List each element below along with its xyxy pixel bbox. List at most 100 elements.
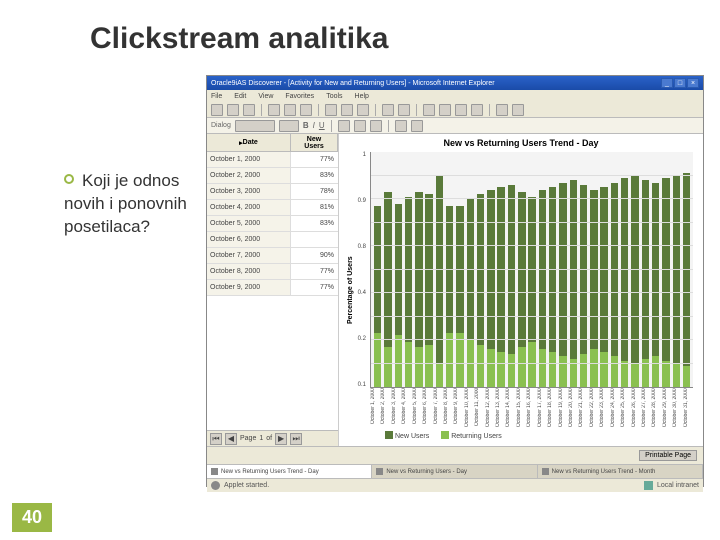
bar-returning — [446, 333, 453, 387]
pager-last[interactable]: ⏭ — [290, 433, 302, 445]
toolbar-icon[interactable] — [268, 104, 280, 116]
toolbar-icon[interactable] — [284, 104, 296, 116]
menu-tools[interactable]: Tools — [326, 93, 342, 100]
close-button[interactable]: × — [687, 78, 699, 88]
toolbar-icon[interactable] — [455, 104, 467, 116]
separator — [261, 104, 262, 116]
menu-view[interactable]: View — [258, 93, 273, 100]
bar-returning — [467, 340, 474, 387]
table-row[interactable]: October 3, 200078% — [207, 184, 338, 200]
tab-day[interactable]: New vs Returning Users - Day — [372, 465, 537, 478]
size-select[interactable] — [279, 120, 299, 132]
bar-returning — [374, 333, 381, 387]
toolbar-icon[interactable] — [398, 104, 410, 116]
bar-group — [383, 152, 392, 387]
x-label: October 14, 2000 — [505, 388, 515, 428]
separator — [375, 104, 376, 116]
underline-button[interactable]: U — [319, 121, 325, 130]
cell-value: 83% — [291, 216, 338, 231]
toolbar-icon[interactable] — [325, 104, 337, 116]
col-date[interactable]: ▸ Date — [207, 134, 291, 151]
bar-new — [673, 176, 680, 388]
cell-value: 77% — [291, 280, 338, 295]
table-row[interactable]: October 9, 200077% — [207, 280, 338, 296]
bar-group — [579, 152, 588, 387]
x-labels: October 1, 2000October 2, 2000October 3,… — [370, 388, 693, 428]
toolbar-icon[interactable] — [357, 104, 369, 116]
toolbar2-label: Dialog — [211, 122, 231, 129]
bar-group — [651, 152, 660, 387]
bar-returning — [673, 364, 680, 388]
toolbar-icon[interactable] — [211, 104, 223, 116]
chart-icon — [211, 468, 218, 475]
toolbar-icon[interactable] — [439, 104, 451, 116]
bar-returning — [580, 354, 587, 387]
menu-help[interactable]: Help — [355, 93, 369, 100]
pager-prev[interactable]: ◀ — [225, 433, 237, 445]
toolbar-icon[interactable] — [243, 104, 255, 116]
pager-page: 1 — [259, 435, 263, 442]
tab-trend-day[interactable]: New vs Returning Users Trend - Day — [207, 465, 372, 478]
maximize-button[interactable]: □ — [674, 78, 686, 88]
x-label: October 1, 2000 — [370, 388, 380, 428]
font-select[interactable] — [235, 120, 275, 132]
menu-favorites[interactable]: Favorites — [285, 93, 314, 100]
table-row[interactable]: October 2, 200083% — [207, 168, 338, 184]
bullet-label: Koji je odnos novih i ponovnih posetilac… — [64, 171, 187, 236]
bold-button[interactable]: B — [303, 121, 309, 130]
printable-page-button[interactable]: Printable Page — [639, 450, 697, 461]
toolbar-icon[interactable] — [227, 104, 239, 116]
bar-group — [548, 152, 557, 387]
slide-number: 40 — [12, 503, 52, 532]
separator — [489, 104, 490, 116]
col-value-l1: New — [307, 136, 321, 143]
col-value-l2: Users — [304, 143, 323, 150]
align-right-button[interactable] — [370, 120, 382, 132]
table-row[interactable]: October 8, 200077% — [207, 264, 338, 280]
table-row[interactable]: October 7, 200090% — [207, 248, 338, 264]
toolbar-icon[interactable] — [341, 104, 353, 116]
align-left-button[interactable] — [338, 120, 350, 132]
menu-file[interactable]: File — [211, 93, 222, 100]
toolbar-icon[interactable] — [512, 104, 524, 116]
toolbar-icon[interactable] — [300, 104, 312, 116]
y-tick: 0.8 — [354, 244, 366, 250]
bar-group — [373, 152, 382, 387]
gridline — [371, 363, 693, 364]
bar-group — [517, 152, 526, 387]
menu-edit[interactable]: Edit — [234, 93, 246, 100]
toolbar-icon[interactable] — [382, 104, 394, 116]
legend-swatch-new — [385, 431, 393, 439]
col-value[interactable]: NewUsers — [291, 134, 338, 151]
toolbar-icon[interactable] — [395, 120, 407, 132]
toolbar-icon[interactable] — [496, 104, 508, 116]
gridline — [371, 175, 693, 176]
pager-first[interactable]: ⏮ — [210, 433, 222, 445]
bar-group — [610, 152, 619, 387]
italic-button[interactable]: I — [313, 121, 315, 130]
bar-returning — [415, 347, 422, 387]
cell-value: 77% — [291, 152, 338, 167]
table-row[interactable]: October 1, 200077% — [207, 152, 338, 168]
tab-trend-month[interactable]: New vs Returning Users Trend - Month — [538, 465, 703, 478]
table-row[interactable]: October 6, 2000 — [207, 232, 338, 248]
chart-grid: 10.90.80.40.20.1 October 1, 2000October … — [354, 152, 697, 428]
x-label: October 17, 2000 — [537, 388, 547, 428]
align-center-button[interactable] — [354, 120, 366, 132]
toolbar-icon[interactable] — [423, 104, 435, 116]
legend-new-label: New Users — [395, 433, 429, 440]
minimize-button[interactable]: _ — [661, 78, 673, 88]
separator — [318, 104, 319, 116]
cell-date: October 3, 2000 — [207, 184, 291, 199]
tabs-row: New vs Returning Users Trend - Day New v… — [207, 464, 703, 478]
toolbar-icon[interactable] — [471, 104, 483, 116]
table-row[interactable]: October 5, 200083% — [207, 216, 338, 232]
app-window: Oracle9iAS Discoverer - [Activity for Ne… — [206, 75, 704, 487]
table-row[interactable]: October 4, 200081% — [207, 200, 338, 216]
pager-next[interactable]: ▶ — [275, 433, 287, 445]
bullet-text: Koji je odnos novih i ponovnih posetilac… — [64, 170, 204, 239]
toolbar-icon[interactable] — [411, 120, 423, 132]
bar-group — [455, 152, 464, 387]
chart-legend: New Users Returning Users — [345, 428, 697, 442]
pager-label: Page — [240, 435, 256, 442]
